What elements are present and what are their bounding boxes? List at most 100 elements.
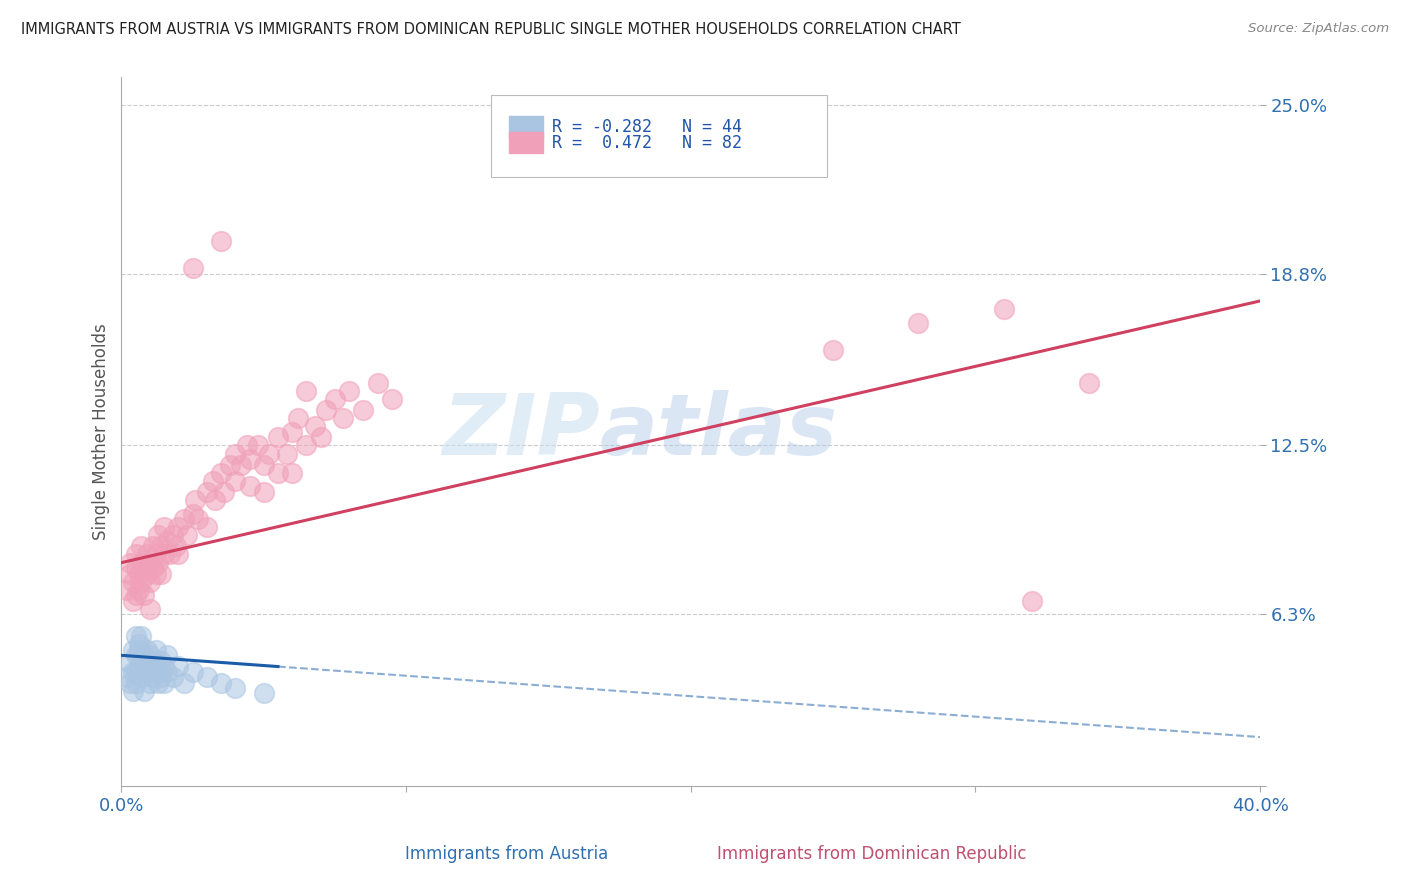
FancyBboxPatch shape bbox=[492, 95, 827, 177]
Point bbox=[142, 561, 165, 575]
Point bbox=[247, 438, 270, 452]
Point bbox=[150, 566, 173, 581]
Point bbox=[131, 670, 153, 684]
Point bbox=[162, 670, 184, 684]
FancyBboxPatch shape bbox=[509, 117, 543, 137]
Point bbox=[181, 665, 204, 679]
Point bbox=[148, 675, 170, 690]
Point bbox=[315, 403, 337, 417]
Point bbox=[176, 528, 198, 542]
Point bbox=[150, 539, 173, 553]
Point bbox=[224, 447, 246, 461]
Point bbox=[142, 670, 165, 684]
Point bbox=[139, 665, 162, 679]
Point bbox=[156, 665, 179, 679]
Point bbox=[139, 556, 162, 570]
Point bbox=[148, 556, 170, 570]
Point bbox=[907, 316, 929, 330]
Point bbox=[156, 648, 179, 663]
Point bbox=[209, 675, 232, 690]
Point bbox=[121, 594, 143, 608]
Point bbox=[139, 574, 162, 589]
Point bbox=[235, 438, 257, 452]
Point bbox=[253, 686, 276, 700]
FancyBboxPatch shape bbox=[509, 132, 543, 153]
Point bbox=[332, 411, 354, 425]
Point bbox=[212, 484, 235, 499]
Point bbox=[159, 548, 181, 562]
Point bbox=[153, 675, 176, 690]
Point bbox=[224, 681, 246, 695]
Point bbox=[195, 670, 218, 684]
Point bbox=[267, 430, 290, 444]
Point bbox=[136, 643, 159, 657]
Point bbox=[136, 566, 159, 581]
Point bbox=[162, 528, 184, 542]
Point bbox=[139, 675, 162, 690]
Text: IMMIGRANTS FROM AUSTRIA VS IMMIGRANTS FROM DOMINICAN REPUBLIC SINGLE MOTHER HOUS: IMMIGRANTS FROM AUSTRIA VS IMMIGRANTS FR… bbox=[21, 22, 960, 37]
Point bbox=[124, 588, 146, 602]
Point bbox=[209, 466, 232, 480]
Text: atlas: atlas bbox=[600, 391, 838, 474]
Point bbox=[148, 528, 170, 542]
Y-axis label: Single Mother Households: Single Mother Households bbox=[93, 324, 110, 541]
Point bbox=[381, 392, 404, 406]
Point bbox=[181, 507, 204, 521]
Point bbox=[181, 261, 204, 276]
Point bbox=[134, 648, 156, 663]
Text: Source: ZipAtlas.com: Source: ZipAtlas.com bbox=[1249, 22, 1389, 36]
Point bbox=[145, 643, 167, 657]
Point bbox=[150, 654, 173, 668]
Point bbox=[352, 403, 374, 417]
Point bbox=[124, 561, 146, 575]
Text: Immigrants from Dominican Republic: Immigrants from Dominican Republic bbox=[717, 846, 1026, 863]
Point bbox=[118, 657, 141, 671]
Point bbox=[131, 556, 153, 570]
Point bbox=[253, 484, 276, 499]
Point bbox=[124, 665, 146, 679]
Point bbox=[295, 438, 318, 452]
Point bbox=[134, 561, 156, 575]
Point bbox=[224, 474, 246, 488]
Point bbox=[195, 484, 218, 499]
Point bbox=[136, 548, 159, 562]
Point bbox=[148, 665, 170, 679]
Point bbox=[115, 670, 138, 684]
Point bbox=[118, 675, 141, 690]
Point bbox=[124, 648, 146, 663]
Point bbox=[145, 548, 167, 562]
Point bbox=[145, 659, 167, 673]
Point bbox=[153, 548, 176, 562]
Point bbox=[150, 670, 173, 684]
Point bbox=[218, 458, 240, 472]
Text: R = -0.282   N = 44: R = -0.282 N = 44 bbox=[551, 118, 742, 136]
Point bbox=[259, 447, 281, 461]
Point bbox=[121, 574, 143, 589]
Text: R =  0.472   N = 82: R = 0.472 N = 82 bbox=[551, 134, 742, 152]
Point bbox=[276, 447, 298, 461]
Point bbox=[139, 602, 162, 616]
Point bbox=[131, 574, 153, 589]
Point bbox=[1021, 594, 1043, 608]
Point bbox=[124, 548, 146, 562]
Point bbox=[124, 629, 146, 643]
Point bbox=[121, 683, 143, 698]
Point bbox=[287, 411, 309, 425]
Point bbox=[128, 643, 150, 657]
Point bbox=[139, 648, 162, 663]
Point bbox=[173, 512, 195, 526]
Point bbox=[337, 384, 360, 398]
Point bbox=[238, 479, 260, 493]
Point bbox=[165, 539, 187, 553]
Point bbox=[204, 492, 226, 507]
Point bbox=[309, 430, 332, 444]
Point bbox=[156, 533, 179, 548]
Point bbox=[121, 665, 143, 679]
Point bbox=[131, 629, 153, 643]
Point bbox=[131, 539, 153, 553]
Point bbox=[209, 234, 232, 248]
Point bbox=[281, 425, 304, 439]
Point bbox=[238, 452, 260, 467]
Point bbox=[167, 659, 190, 673]
Point bbox=[121, 643, 143, 657]
